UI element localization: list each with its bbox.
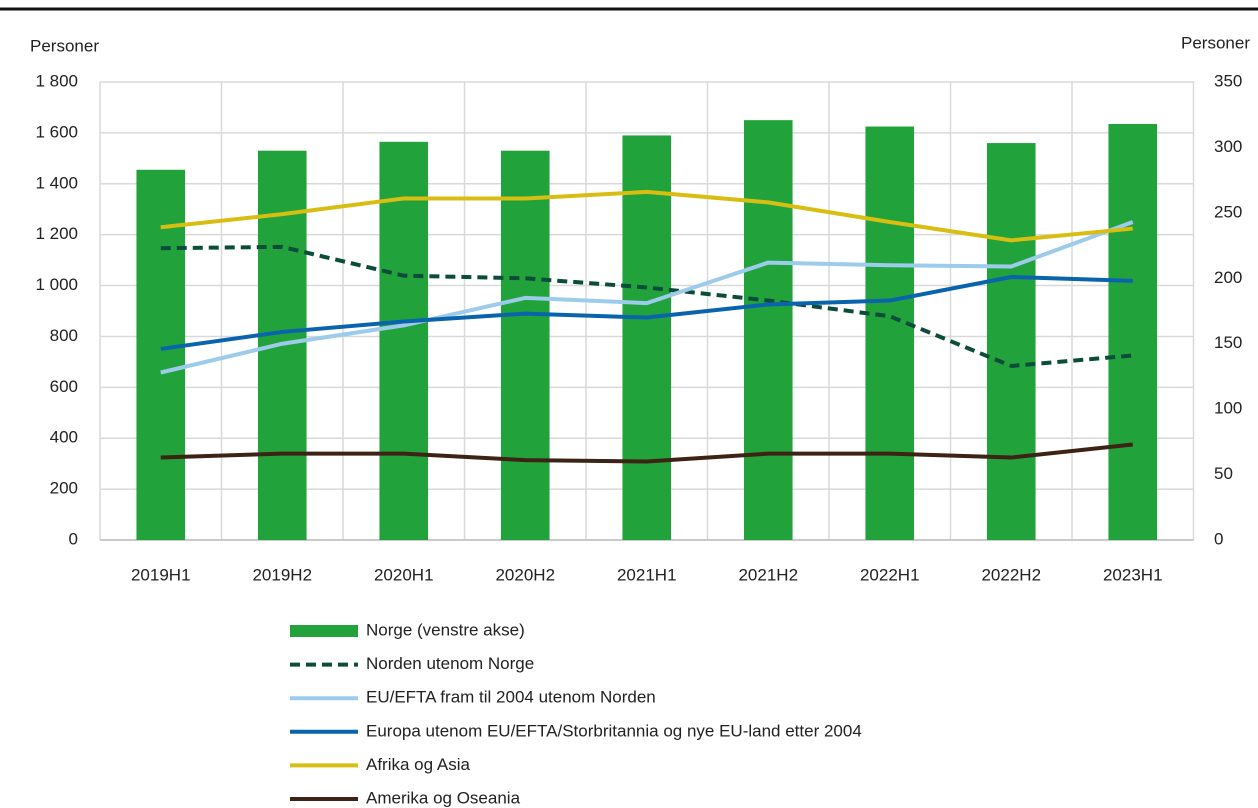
legend-swatch xyxy=(290,625,358,637)
legend-label: EU/EFTA fram til 2004 utenom Norden xyxy=(366,688,656,707)
legend-label: Afrika og Asia xyxy=(366,755,470,774)
bar xyxy=(865,126,915,541)
bar xyxy=(379,141,429,541)
y-tick-label: 1 800 xyxy=(35,71,78,90)
y-tick-label: 200 xyxy=(50,479,78,498)
x-tick-label: 2022H1 xyxy=(860,565,920,584)
y-tick-label: 800 xyxy=(50,326,78,345)
x-tick-label: 2021H2 xyxy=(738,565,798,584)
x-tick-label: 2022H2 xyxy=(981,565,1041,584)
y2-tick-label: 0 xyxy=(1214,529,1223,548)
y-axis-title: Personer xyxy=(30,36,99,55)
x-tick-label: 2023H1 xyxy=(1103,565,1163,584)
y-tick-label: 400 xyxy=(50,428,78,447)
bar xyxy=(136,169,186,541)
y2-tick-label: 350 xyxy=(1214,71,1242,90)
y2-tick-label: 50 xyxy=(1214,464,1233,483)
y-tick-label: 1 000 xyxy=(35,275,78,294)
line-series xyxy=(160,220,1134,375)
bar xyxy=(743,120,793,541)
legend-label: Europa utenom EU/EFTA/Storbritannia og n… xyxy=(366,721,862,740)
y2-axis-title: Personer xyxy=(1181,33,1250,52)
bar xyxy=(622,135,672,540)
line-series xyxy=(160,189,1133,243)
y-tick-label: 0 xyxy=(69,529,78,548)
y2-tick-label: 200 xyxy=(1214,268,1242,287)
x-tick-label: 2020H2 xyxy=(495,565,555,584)
line-series xyxy=(160,274,1133,351)
y2-tick-label: 100 xyxy=(1214,399,1242,418)
y2-tick-label: 250 xyxy=(1214,202,1242,221)
line-series xyxy=(160,244,1133,368)
x-tick-label: 2021H1 xyxy=(617,565,677,584)
y2-tick-label: 300 xyxy=(1214,137,1242,156)
x-tick-label: 2019H2 xyxy=(252,565,312,584)
y-tick-label: 1 200 xyxy=(35,224,78,243)
legend-label: Norden utenom Norge xyxy=(366,654,534,673)
bar xyxy=(500,150,550,540)
x-tick-label: 2020H1 xyxy=(374,565,434,584)
legend-label: Norge (venstre akse) xyxy=(366,620,525,639)
y2-tick-label: 150 xyxy=(1214,333,1242,352)
y-tick-label: 1 400 xyxy=(35,173,78,192)
y-tick-label: 600 xyxy=(50,377,78,396)
bar xyxy=(986,143,1036,541)
x-tick-label: 2019H1 xyxy=(131,565,191,584)
y-tick-label: 1 600 xyxy=(35,122,78,141)
bar xyxy=(1108,123,1158,540)
legend-label: Amerika og Oseania xyxy=(366,788,521,807)
line-series xyxy=(160,442,1133,464)
